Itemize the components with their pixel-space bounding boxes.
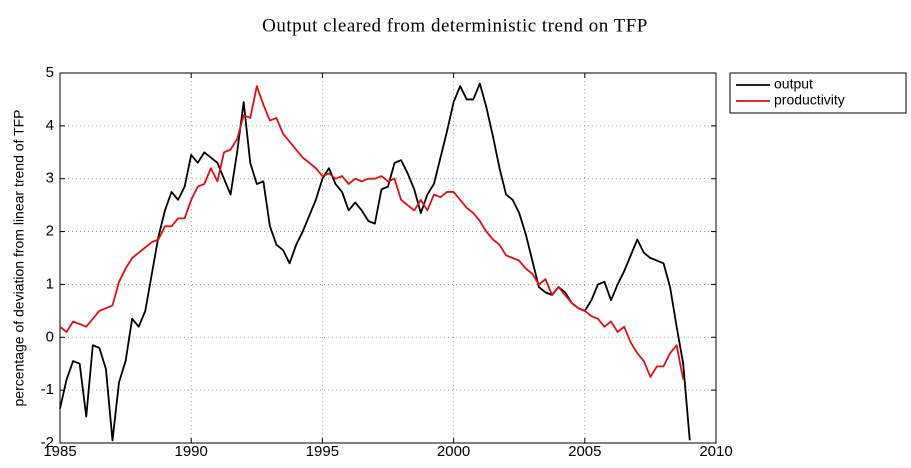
y-tick-label: 5 xyxy=(46,64,54,81)
y-tick-label: 2 xyxy=(46,223,54,240)
y-tick-label: 1 xyxy=(46,275,54,292)
x-tick-label: 1985 xyxy=(43,443,76,460)
x-tick-label: 2005 xyxy=(568,443,601,460)
y-tick-label: 3 xyxy=(46,170,54,187)
y-tick-label: -2 xyxy=(41,434,54,451)
x-tick-label: 1995 xyxy=(306,443,339,460)
chart-title: Output cleared from deterministic trend … xyxy=(262,15,648,36)
legend-box xyxy=(729,72,907,114)
plot-frame xyxy=(59,72,717,444)
series-line xyxy=(59,85,685,380)
y-axis-label: percentage of deviation from linear tren… xyxy=(11,109,27,406)
y-tick-label: 4 xyxy=(46,117,54,134)
legend-label: productivity xyxy=(774,92,845,108)
series-line xyxy=(59,82,691,442)
y-tick-label: 0 xyxy=(46,328,54,345)
y-tick-label: -1 xyxy=(41,381,54,398)
x-tick-label: 2000 xyxy=(437,443,470,460)
x-tick-label: 2010 xyxy=(699,443,732,460)
x-tick-label: 1990 xyxy=(175,443,208,460)
legend-label: output xyxy=(774,76,813,92)
